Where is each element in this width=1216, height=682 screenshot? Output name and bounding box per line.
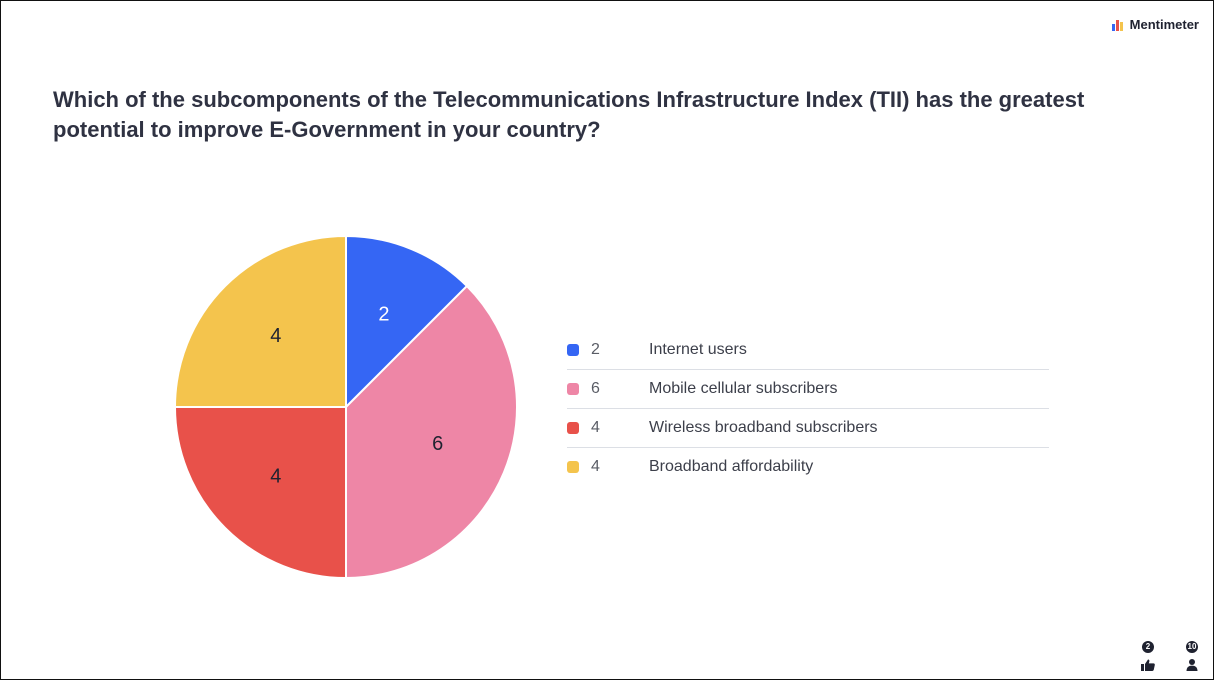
legend-label: Broadband affordability (649, 458, 814, 475)
thumbs-up-icon (1141, 659, 1155, 671)
pie-slice-wireless-broadband-subscribers (174, 406, 347, 579)
legend-item-wireless-broadband-subscribers: 4 Wireless broadband subscribers (567, 409, 1049, 448)
legend-item-mobile-cellular-subscribers: 6 Mobile cellular subscribers (567, 370, 1049, 409)
mentimeter-brand: Mentimeter (1111, 17, 1199, 32)
pie-slice-internet-users (345, 235, 468, 408)
person-icon (1186, 659, 1198, 671)
legend-swatch (567, 383, 579, 395)
pie-slice-broadband-affordability (174, 235, 347, 408)
slice-label-wireless-broadband-subscribers: 4 (270, 465, 281, 487)
pie-slices (174, 235, 518, 579)
legend-count: 4 (591, 419, 600, 436)
slice-label-broadband-affordability: 4 (270, 325, 281, 347)
legend-item-broadband-affordability: 4 Broadband affordability (567, 448, 1049, 486)
slice-label-internet-users: 2 (378, 304, 389, 326)
legend-label: Mobile cellular subscribers (649, 380, 838, 397)
question-title: Which of the subcomponents of the Teleco… (53, 87, 1085, 142)
legend-swatch (567, 461, 579, 473)
legend-count: 4 (591, 458, 600, 475)
legend-swatch (567, 422, 579, 434)
footer-stats: 2 10 (1137, 641, 1203, 671)
reactions-count: 2 (1142, 641, 1154, 653)
legend-count: 2 (591, 341, 600, 358)
legend-swatch (567, 344, 579, 356)
participants-counter[interactable]: 10 (1181, 641, 1203, 671)
chart-legend: 2 Internet users 6 Mobile cellular subscrib… (567, 331, 1049, 486)
brand-name: Mentimeter (1129, 17, 1199, 32)
legend-item-internet-users: 2 Internet users (567, 331, 1049, 370)
pie-slice-mobile-cellular-subscribers (345, 285, 518, 579)
legend-count: 6 (591, 380, 600, 397)
legend-label: Wireless broadband subscribers (649, 419, 878, 436)
legend-label: Internet users (649, 341, 747, 358)
reactions-counter[interactable]: 2 (1137, 641, 1159, 671)
pie-slice-labels: 2 6 4 4 (270, 304, 443, 488)
slice-label-mobile-cellular-subscribers: 6 (432, 433, 443, 455)
participants-count: 10 (1186, 641, 1198, 653)
mentimeter-bars-logo-icon (1111, 19, 1126, 31)
